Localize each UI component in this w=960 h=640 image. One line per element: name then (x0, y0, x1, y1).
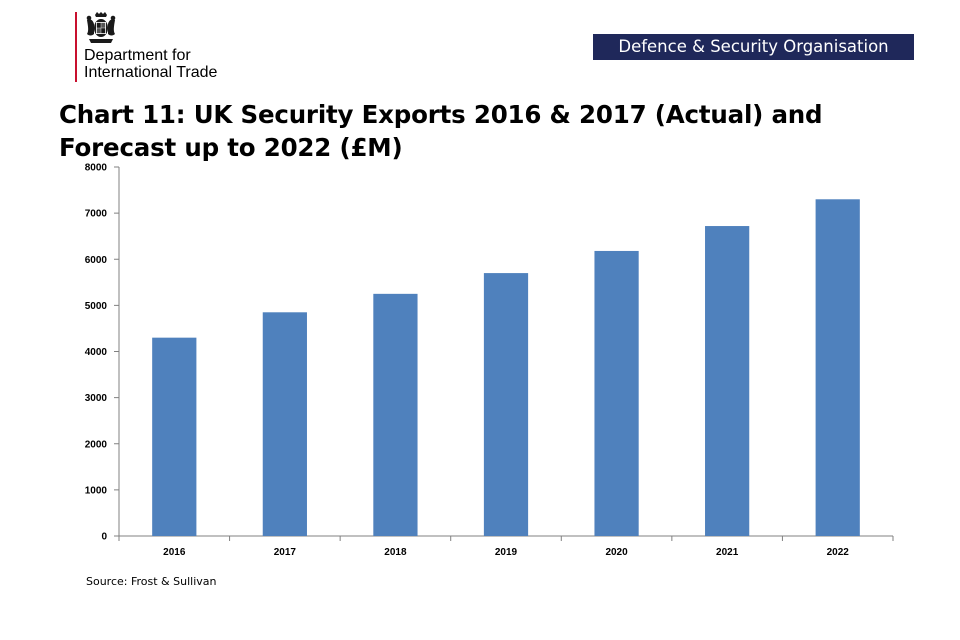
bar-2019 (483, 273, 529, 536)
y-tick-label: 4000 (85, 347, 108, 358)
y-tick-label: 2000 (85, 439, 108, 450)
y-tick-label: 8000 (85, 163, 108, 174)
department-line-1: Department for (84, 47, 191, 64)
bar-2018 (373, 293, 418, 536)
bar-2017 (262, 312, 307, 536)
bar-2016 (152, 337, 197, 536)
chart-title: Chart 11: UK Security Exports 2016 & 201… (59, 100, 823, 162)
y-tick-label: 5000 (85, 301, 108, 312)
department-name: Department for International Trade (84, 47, 217, 81)
y-tick-label: 3000 (85, 393, 108, 404)
x-tick-label: 2020 (605, 547, 628, 558)
x-tick-label: 2022 (827, 547, 850, 558)
x-tick-label: 2018 (384, 547, 407, 558)
x-tick-label: 2017 (274, 547, 297, 558)
x-tick-label: 2021 (716, 547, 739, 558)
y-tick-label: 6000 (85, 255, 108, 266)
bar-2022 (815, 199, 860, 536)
royal-crest-icon (86, 12, 116, 43)
y-tick-label: 1000 (85, 485, 108, 496)
x-tick-label: 2019 (495, 547, 518, 558)
dit-logo-rule (75, 12, 77, 82)
y-tick-label: 0 (101, 532, 107, 543)
dso-badge: Defence & Security Organisation (593, 34, 914, 60)
bar-2020 (594, 250, 639, 536)
bar-2021 (705, 226, 750, 537)
source-note: Source: Frost & Sullivan (86, 575, 217, 588)
x-tick-label: 2016 (163, 547, 186, 558)
department-line-2: International Trade (84, 64, 218, 81)
y-tick-label: 7000 (85, 209, 108, 220)
dit-logo: Department for International Trade (72, 12, 272, 84)
